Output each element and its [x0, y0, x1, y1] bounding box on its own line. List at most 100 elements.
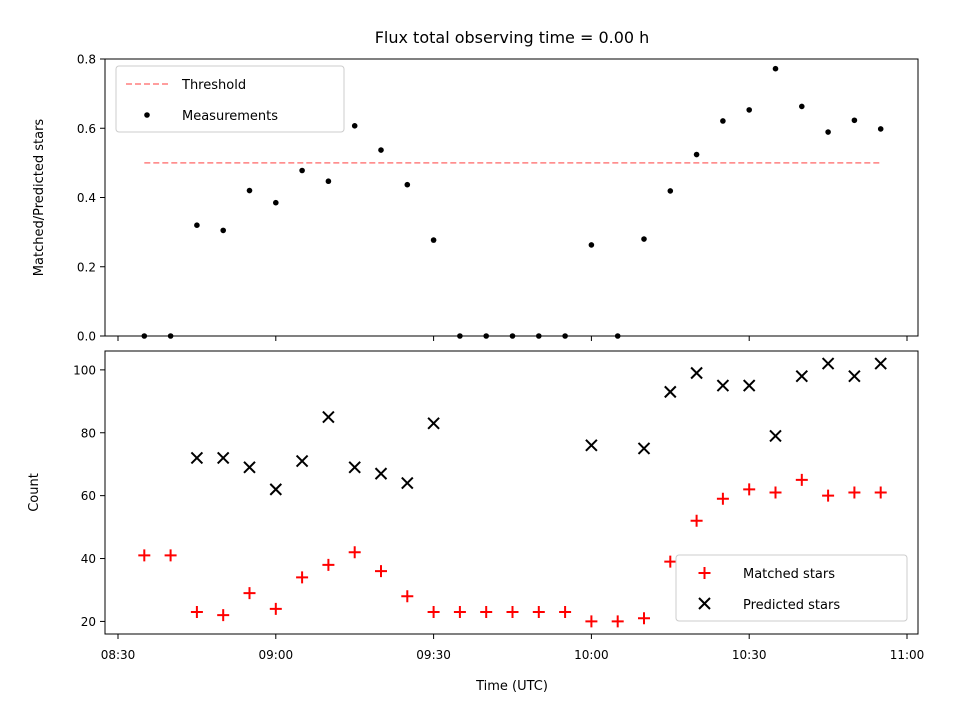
- matched-star-point: [243, 587, 256, 600]
- ratio-x-ticks: [117, 336, 908, 341]
- matched-star-point: [348, 546, 361, 559]
- matched-star-point: [453, 605, 466, 618]
- ratio-y-tick-label: 0.0: [77, 330, 96, 344]
- measurement-point: [509, 333, 516, 339]
- matched-star-point: [164, 549, 177, 562]
- matched-star-point: [480, 605, 493, 618]
- ratio-legend-box: [115, 65, 345, 133]
- matched-star-point: [532, 605, 545, 618]
- measurement-point: [720, 118, 726, 124]
- measurement-point: [693, 151, 700, 158]
- count-plot-area: [104, 350, 919, 635]
- measurement-points: [141, 65, 884, 339]
- measurement-point: [588, 242, 595, 248]
- measurement-point: [562, 333, 568, 339]
- count-y-tick-label: 20: [81, 615, 96, 629]
- ratio-y-tick-label: 0.4: [77, 191, 96, 205]
- x-tick-label: 10:30: [732, 648, 767, 662]
- measurement-point: [536, 333, 542, 339]
- matched-star-point: [401, 590, 414, 603]
- count-y-tick-label: 40: [81, 552, 96, 566]
- measurement-point: [483, 333, 490, 339]
- x-tick-label: 11:00: [890, 648, 925, 662]
- predicted-star-point: [216, 451, 230, 465]
- matched-star-point: [769, 486, 782, 499]
- legend-matched-label: Matched stars: [743, 567, 835, 582]
- count-x-axis: 08:30 09:00 09:30 10:00 10:30 11:00: [101, 634, 925, 662]
- legend-measurements-swatch: [144, 112, 150, 118]
- matched-star-point: [375, 565, 387, 578]
- measurement-point: [746, 107, 752, 113]
- count-panel: 20 40 60 80 100 08:30 09:00 09:30 10:00 10:30 11:…: [27, 350, 925, 694]
- predicted-star-point: [348, 461, 361, 474]
- predicted-star-point: [295, 454, 309, 468]
- measurement-point: [299, 167, 305, 174]
- matched-star-point: [716, 492, 729, 505]
- legend-predicted-label: Predicted stars: [743, 598, 840, 613]
- measurement-point: [246, 187, 253, 194]
- measurement-point: [220, 227, 226, 234]
- matched-star-point: [585, 615, 598, 628]
- matched-star-point: [559, 605, 572, 618]
- matched-star-points: [138, 473, 887, 628]
- matched-star-point: [848, 486, 861, 499]
- count-y-axis: 20 40 60 80 100: [73, 363, 105, 629]
- ratio-y-axis: 0.0 0.2 0.4 0.6 0.8: [77, 53, 105, 344]
- legend-predicted-swatch: [698, 597, 711, 610]
- predicted-star-points: [190, 357, 887, 496]
- measurement-point: [430, 237, 437, 243]
- matched-star-point: [611, 615, 624, 628]
- ratio-y-tick-label: 0.6: [77, 122, 96, 136]
- predicted-star-point: [190, 451, 204, 465]
- matched-star-point: [269, 602, 282, 615]
- predicted-star-point: [322, 410, 335, 424]
- count-y-axis-label: Count: [27, 473, 42, 512]
- matched-star-point: [690, 514, 703, 527]
- predicted-star-point: [716, 379, 730, 392]
- measurement-point: [141, 333, 148, 339]
- count-legend: Matched stars Predicted stars: [675, 554, 908, 622]
- measurement-point: [325, 178, 332, 185]
- measurement-point: [614, 333, 621, 339]
- x-tick-label: 09:00: [259, 648, 294, 662]
- predicted-star-point: [821, 357, 835, 370]
- matched-star-point: [427, 605, 440, 618]
- measurement-point: [799, 103, 805, 110]
- legend-measurements-label: Measurements: [182, 109, 278, 124]
- predicted-star-point: [374, 467, 388, 480]
- predicted-star-point: [269, 483, 283, 496]
- predicted-star-point: [243, 461, 256, 474]
- predicted-star-point: [637, 442, 651, 455]
- matched-star-point: [217, 609, 230, 622]
- matched-star-point: [822, 489, 835, 502]
- matched-star-point: [506, 605, 519, 618]
- predicted-star-point: [874, 357, 887, 370]
- matched-star-point: [743, 483, 756, 496]
- matched-star-point: [138, 549, 151, 562]
- measurement-point: [641, 236, 647, 242]
- ratio-legend: Threshold Measurements: [115, 65, 345, 133]
- ratio-panel: 0.00.20.40.60.8 Matched/Predicted stars …: [32, 53, 919, 344]
- predicted-star-point: [427, 417, 440, 430]
- count-y-tick-label: 100: [73, 363, 96, 377]
- x-tick-label: 10:00: [574, 648, 609, 662]
- predicted-star-point: [769, 429, 782, 443]
- measurement-point: [825, 129, 831, 135]
- predicted-star-point: [742, 379, 756, 392]
- ratio-y-tick-label: 0.8: [77, 53, 96, 67]
- measurement-point: [877, 126, 884, 132]
- ratio-y-axis-label: Matched/Predicted stars: [32, 119, 47, 277]
- matched-star-point: [190, 605, 203, 618]
- measurement-point: [167, 333, 174, 339]
- measurement-point: [351, 123, 358, 129]
- matched-star-point: [638, 612, 650, 625]
- count-y-tick-label: 60: [81, 489, 96, 503]
- measurement-point: [851, 117, 858, 124]
- matched-star-point: [296, 571, 309, 584]
- predicted-star-point: [795, 369, 809, 383]
- measurement-point: [404, 181, 411, 188]
- predicted-star-point: [848, 369, 861, 383]
- measurement-point: [457, 333, 463, 339]
- measurement-point: [273, 199, 279, 206]
